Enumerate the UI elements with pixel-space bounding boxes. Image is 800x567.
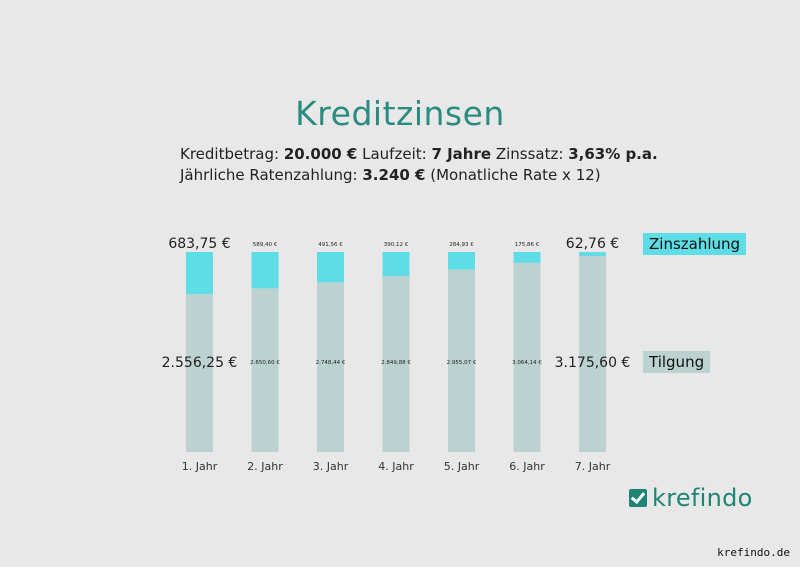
site-url: krefindo.de [717,546,790,559]
category-label-1: 1. Jahr [182,460,218,473]
annual-payment-note: (Monatliche Rate x 12) [425,166,601,184]
bar-zinszahlung-3 [317,252,344,283]
bar-zinszahlung-5 [448,252,475,270]
label-zinszahlung-1: 683,75 € [168,236,230,252]
bar-tilgung-1 [186,294,213,452]
label-tilgung-4: 2.849,88 € [381,360,411,366]
term-value: 7 Jahre [431,145,492,163]
term-label: Laufzeit: [357,145,432,163]
check-icon [629,489,647,507]
category-label-7: 7. Jahr [575,460,611,473]
label-zinszahlung-7: 62,76 € [566,236,619,252]
bar-tilgung-2 [251,288,279,452]
loan-info-line-1: Kreditbetrag: 20.000 € Laufzeit: 7 Jahre… [180,145,658,163]
label-zinszahlung-6: 175,86 € [515,242,540,248]
bar-zinszahlung-7 [579,252,606,256]
legend-zinszahlung: Zinszahlung [643,233,747,255]
bar-zinszahlung-6 [513,252,541,263]
logo-text: krefindo [652,484,753,512]
category-label-5: 5. Jahr [444,460,480,473]
label-tilgung-1: 2.556,25 € [162,355,238,371]
label-tilgung-3: 2.748,44 € [316,360,346,366]
loan-amount-label: Kreditbetrag: [180,145,284,163]
label-zinszahlung-3: 491,56 € [318,242,343,248]
bar-zinszahlung-1 [186,252,213,295]
bar-tilgung-5 [448,269,475,452]
label-tilgung-2: 2.650,60 € [250,360,280,366]
label-zinszahlung-2: 589,40 € [253,242,278,248]
category-label-6: 6. Jahr [509,460,545,473]
krefindo-logo: krefindo [629,484,753,512]
category-label-2: 2. Jahr [247,460,283,473]
chart-title: Kreditzinsen [295,94,505,133]
annual-payment-value: 3.240 € [362,166,426,184]
label-tilgung-6: 3.064,14 € [512,360,542,366]
annual-payment-label: Jährliche Ratenzahlung: [180,166,363,184]
bar-tilgung-6 [513,262,541,452]
legend-tilgung: Tilgung [643,351,711,373]
bar-tilgung-3 [317,282,344,452]
bar-zinszahlung-4 [382,252,410,277]
interest-rate-value: 3,63% p.a. [568,145,658,163]
bar-zinszahlung-2 [251,252,279,289]
label-tilgung-7: 3.175,60 € [555,355,631,371]
category-label-3: 3. Jahr [313,460,349,473]
category-label-4: 4. Jahr [378,460,414,473]
loan-info-line-2: Jährliche Ratenzahlung: 3.240 € (Monatli… [180,166,601,184]
label-zinszahlung-4: 390,12 € [384,242,409,248]
label-tilgung-5: 2.955,07 € [447,360,477,366]
loan-amount-value: 20.000 € [283,145,358,163]
interest-rate-label: Zinssatz: [491,145,569,163]
label-zinszahlung-5: 284,93 € [449,242,474,248]
bar-tilgung-7 [579,255,606,452]
bar-tilgung-4 [382,276,410,452]
